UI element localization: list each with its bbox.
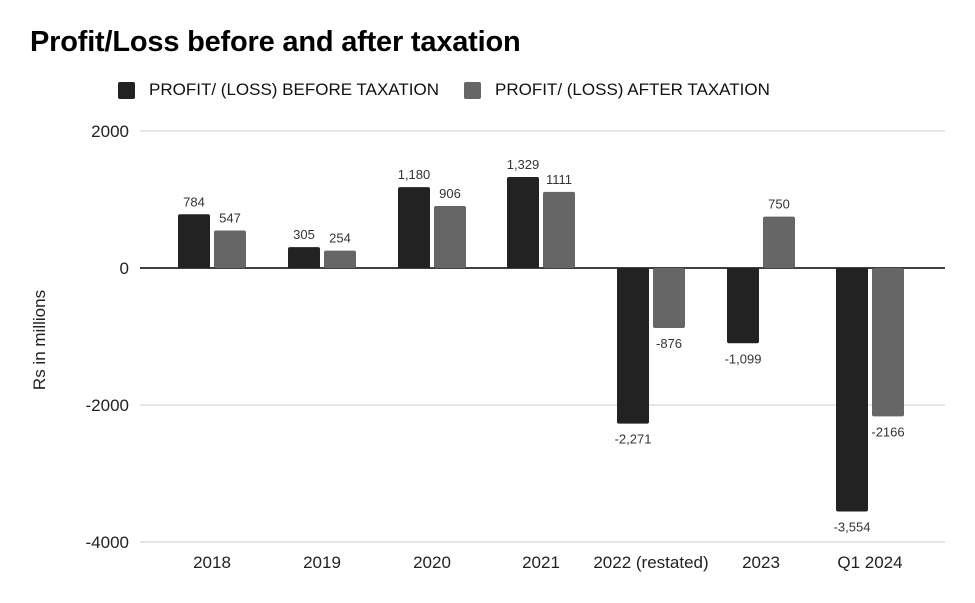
bar-before-tax (178, 214, 210, 268)
bar-before-tax (288, 247, 320, 268)
data-label: -1,099 (725, 351, 762, 366)
data-label: -2166 (871, 424, 904, 439)
y-tick-label: 2000 (91, 122, 129, 141)
bar-before-tax (836, 268, 868, 512)
y-tick-label: -2000 (86, 396, 129, 415)
x-tick-label: 2020 (413, 553, 451, 572)
bar-after-tax (214, 230, 246, 268)
data-label: 305 (293, 227, 315, 242)
data-label: -3,554 (834, 519, 871, 534)
legend-item-after: PROFIT/ (LOSS) AFTER TAXATION (463, 80, 770, 100)
data-label: -2,271 (615, 432, 652, 447)
x-tick-label: Q1 2024 (837, 553, 902, 572)
bar-after-tax (434, 205, 466, 268)
data-label: 1,180 (398, 167, 431, 182)
legend-swatch-before (118, 81, 135, 99)
data-label: 906 (439, 186, 461, 201)
bar-before-tax (507, 176, 539, 268)
bar-before-tax (398, 187, 430, 268)
chart-legend: PROFIT/ (LOSS) BEFORE TAXATION PROFIT/ (… (118, 80, 795, 100)
y-tick-label: -4000 (86, 533, 129, 552)
data-label: -876 (656, 336, 682, 351)
label-layer: 784 547 305 254 1,180 906 1,329 1111 -2,271 -876 -… (183, 157, 904, 534)
grid-layer (140, 130, 945, 543)
data-label: 1111 (546, 172, 572, 187)
axis-layer: 2000 0 -2000 -4000 Rs in millions 2018 2019 202… (30, 122, 903, 572)
y-tick-label: 0 (120, 259, 129, 278)
x-tick-label: 2023 (742, 553, 780, 572)
bar-after-tax (653, 268, 685, 329)
legend-label-after: PROFIT/ (LOSS) AFTER TAXATION (494, 80, 770, 99)
x-tick-label: 2019 (303, 553, 341, 572)
data-label: 1,329 (507, 157, 540, 172)
bar-before-tax (617, 268, 649, 424)
legend-label-before: PROFIT/ (LOSS) BEFORE TAXATION (149, 80, 439, 99)
bar-after-tax (543, 191, 575, 268)
x-tick-label: 2022 (restated) (593, 553, 708, 572)
bar-after-tax (872, 268, 904, 417)
bar-after-tax (763, 216, 795, 268)
data-label: 750 (768, 197, 790, 212)
data-label: 547 (219, 211, 241, 226)
x-tick-label: 2021 (522, 553, 560, 572)
bar-before-tax (727, 268, 759, 344)
x-tick-label: 2018 (193, 553, 231, 572)
legend-item-before: PROFIT/ (LOSS) BEFORE TAXATION (118, 80, 439, 100)
data-label: 254 (329, 231, 351, 246)
bar-after-tax (324, 250, 356, 268)
y-axis-label: Rs in millions (30, 290, 49, 390)
legend-swatch-after (463, 81, 481, 99)
bar-layer (178, 176, 904, 512)
chart-title: Profit/Loss before and after taxation (30, 26, 521, 58)
data-label: 784 (183, 194, 205, 209)
